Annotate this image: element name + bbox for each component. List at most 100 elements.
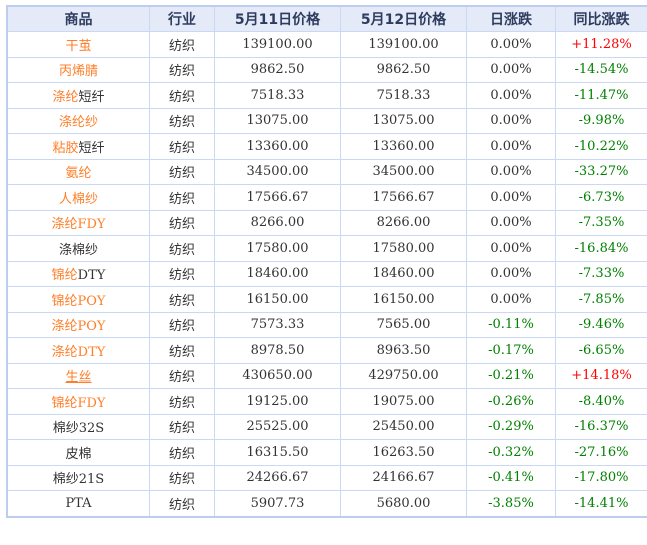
industry-cell: 纺织 xyxy=(150,210,215,236)
price-may11-cell: 13075.00 xyxy=(215,108,341,134)
daily-change-cell: -0.21% xyxy=(467,363,556,389)
product-text: PTA xyxy=(65,496,91,511)
yoy-change-cell: -16.84% xyxy=(556,236,647,262)
price-may12-cell: 16150.00 xyxy=(341,287,467,313)
price-may11-cell: 7573.33 xyxy=(215,312,341,338)
yoy-change-cell: -10.22% xyxy=(556,134,647,160)
price-may12-cell: 9862.50 xyxy=(341,57,467,83)
price-may11-cell: 9862.50 xyxy=(215,57,341,83)
daily-change-cell: 0.00% xyxy=(467,134,556,160)
yoy-change-cell: -17.80% xyxy=(556,465,647,491)
daily-change-cell: -0.29% xyxy=(467,414,556,440)
product-cell: 涤纶纱 xyxy=(7,108,150,134)
price-may11-cell: 25525.00 xyxy=(215,414,341,440)
yoy-change-cell: -6.73% xyxy=(556,185,647,211)
yoy-change-cell: -14.54% xyxy=(556,57,647,83)
yoy-change-cell: -27.16% xyxy=(556,440,647,466)
price-may11-cell: 8266.00 xyxy=(215,210,341,236)
industry-cell: 纺织 xyxy=(150,83,215,109)
price-may11-cell: 16315.50 xyxy=(215,440,341,466)
product-text: DTY xyxy=(78,268,106,283)
price-may12-cell: 13075.00 xyxy=(341,108,467,134)
product-link[interactable]: 涤纶 xyxy=(52,90,78,105)
column-header-yoy-change: 同比涨跌 xyxy=(556,6,647,32)
product-link[interactable]: 氨纶 xyxy=(65,166,91,181)
product-text: 棉纱21S xyxy=(53,472,104,487)
price-may12-cell: 7518.33 xyxy=(341,83,467,109)
price-may11-cell: 7518.33 xyxy=(215,83,341,109)
price-may12-cell: 19075.00 xyxy=(341,389,467,415)
product-link[interactable]: 干茧 xyxy=(65,39,91,54)
price-may12-cell: 13360.00 xyxy=(341,134,467,160)
column-header-price-may12: 5月12日价格 xyxy=(341,6,467,32)
product-text: 短纤 xyxy=(79,141,105,156)
product-link[interactable]: 锦纶 xyxy=(52,268,78,283)
industry-cell: 纺织 xyxy=(150,57,215,83)
yoy-change-cell: -16.37% xyxy=(556,414,647,440)
price-may12-cell: 8266.00 xyxy=(341,210,467,236)
yoy-change-cell: -33.27% xyxy=(556,159,647,185)
daily-change-cell: 0.00% xyxy=(467,287,556,313)
daily-change-cell: 0.00% xyxy=(467,83,556,109)
industry-cell: 纺织 xyxy=(150,185,215,211)
daily-change-cell: 0.00% xyxy=(467,185,556,211)
yoy-change-cell: -6.65% xyxy=(556,338,647,364)
price-may12-cell: 25450.00 xyxy=(341,414,467,440)
column-header-industry: 行业 xyxy=(150,6,215,32)
product-text: 涤棉纱 xyxy=(59,243,98,258)
price-may11-cell: 8978.50 xyxy=(215,338,341,364)
product-cell: 粘胶短纤 xyxy=(7,134,150,160)
table-header: 商品 行业 5月11日价格 5月12日价格 日涨跌 同比涨跌 xyxy=(7,6,647,32)
product-cell: 涤纶DTY xyxy=(7,338,150,364)
industry-cell: 纺织 xyxy=(150,159,215,185)
price-may11-cell: 5907.73 xyxy=(215,491,341,517)
industry-cell: 纺织 xyxy=(150,287,215,313)
yoy-change-cell: +14.18% xyxy=(556,363,647,389)
price-may11-cell: 430650.00 xyxy=(215,363,341,389)
product-link[interactable]: 丙烯腈 xyxy=(59,64,98,79)
daily-change-cell: 0.00% xyxy=(467,261,556,287)
product-link[interactable]: 涤纶FDY xyxy=(51,217,105,232)
price-may12-cell: 16263.50 xyxy=(341,440,467,466)
product-link[interactable]: 涤纶POY xyxy=(52,319,106,334)
product-link[interactable]: 涤纶DTY xyxy=(52,345,106,360)
industry-cell: 纺织 xyxy=(150,312,215,338)
price-may11-cell: 24266.67 xyxy=(215,465,341,491)
price-may11-cell: 16150.00 xyxy=(215,287,341,313)
product-link[interactable]: 粘胶 xyxy=(52,141,78,156)
industry-cell: 纺织 xyxy=(150,108,215,134)
yoy-change-cell: -8.40% xyxy=(556,389,647,415)
product-link[interactable]: 涤纶纱 xyxy=(59,115,98,130)
product-cell: 锦纶DTY xyxy=(7,261,150,287)
daily-change-cell: 0.00% xyxy=(467,210,556,236)
price-may12-cell: 24166.67 xyxy=(341,465,467,491)
price-may12-cell: 17566.67 xyxy=(341,185,467,211)
product-cell: PTA xyxy=(7,491,150,517)
product-link[interactable]: 锦纶POY xyxy=(52,294,106,309)
daily-change-cell: -0.11% xyxy=(467,312,556,338)
price-may12-cell: 7565.00 xyxy=(341,312,467,338)
daily-change-cell: -0.17% xyxy=(467,338,556,364)
industry-cell: 纺织 xyxy=(150,491,215,517)
yoy-change-cell: -14.41% xyxy=(556,491,647,517)
price-may11-cell: 17580.00 xyxy=(215,236,341,262)
product-link[interactable]: 锦纶FDY xyxy=(51,396,105,411)
product-link[interactable]: 生丝 xyxy=(65,370,91,385)
product-cell: 氨纶 xyxy=(7,159,150,185)
daily-change-cell: -0.32% xyxy=(467,440,556,466)
daily-change-cell: -3.85% xyxy=(467,491,556,517)
product-link[interactable]: 人棉纱 xyxy=(59,192,98,207)
price-may12-cell: 139100.00 xyxy=(341,32,467,58)
daily-change-cell: 0.00% xyxy=(467,108,556,134)
price-may11-cell: 139100.00 xyxy=(215,32,341,58)
product-text: 皮棉 xyxy=(65,447,91,462)
daily-change-cell: -0.41% xyxy=(467,465,556,491)
